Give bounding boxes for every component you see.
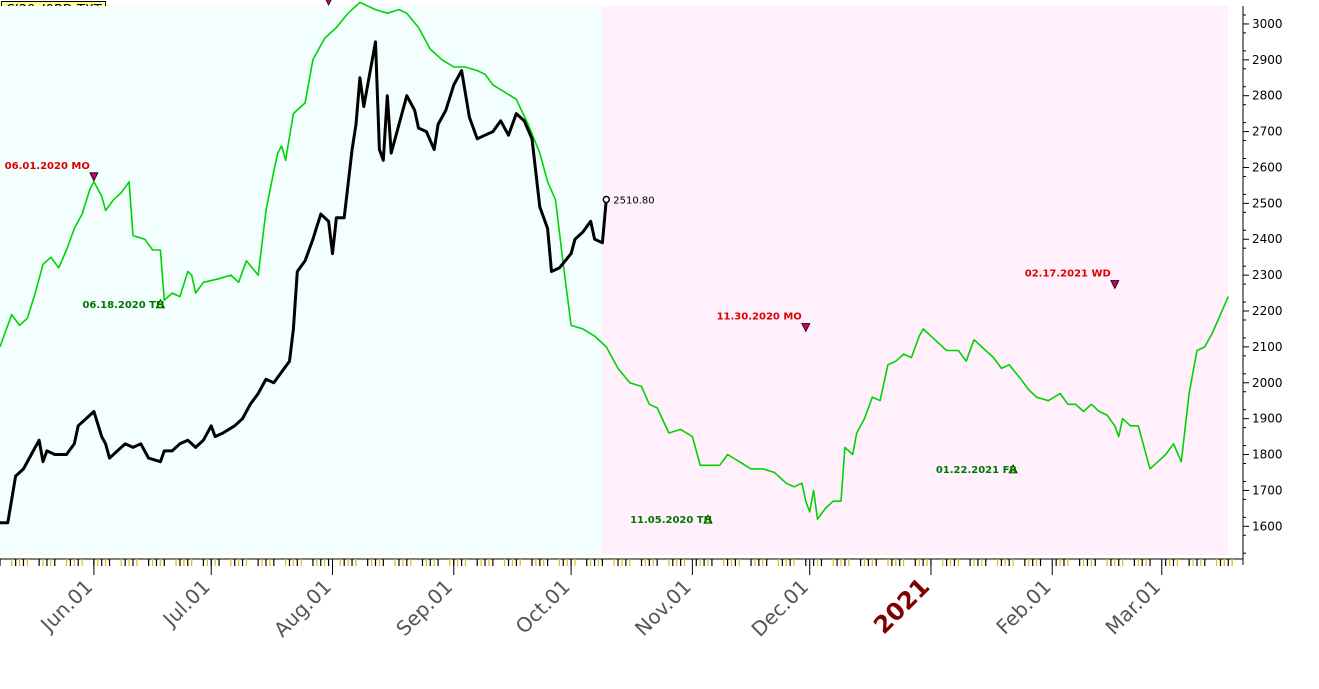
y-tick-label: 1700	[1252, 483, 1283, 497]
series-line-0	[0, 1, 1230, 520]
x-tick-label: Jul.01	[157, 575, 215, 633]
y-tick-label: 2400	[1252, 232, 1283, 246]
x-tick-label: Oct.01	[511, 575, 575, 639]
y-tick-label: 2500	[1252, 196, 1283, 210]
region-1	[602, 6, 1229, 555]
annotation-3: 11.05.2020 TH	[630, 514, 713, 526]
annotation-4: 11.30.2020 MO	[717, 312, 811, 333]
annotation-1: 06.18.2020 TH	[82, 298, 166, 311]
low-marker-icon	[1008, 463, 1018, 474]
high-marker-icon	[325, 0, 332, 6]
y-tick-label: 2600	[1252, 160, 1283, 174]
annotation-5: 01.22.2021 FR	[936, 463, 1018, 476]
series-lines: 2510.80	[0, 1, 1230, 525]
high-marker-icon	[801, 323, 811, 333]
y-tick-label: 1900	[1252, 412, 1283, 426]
y-tick-label: 2100	[1252, 340, 1283, 354]
annotation-label: 11.05.2020 TH	[630, 515, 712, 526]
low-marker-icon	[155, 298, 166, 309]
x-axis: Jun.01 Jul.01 Aug.01 Sep.01 Oct.01 Nov.01 Dec.…	[0, 558, 1243, 642]
x-tick-label: Nov.01	[630, 575, 696, 641]
y-tick-label: 3000	[1252, 17, 1283, 31]
y-tick-label: 2000	[1252, 376, 1283, 390]
annotation-0: 06.01.2020 MO	[5, 161, 99, 182]
background-regions	[0, 6, 1229, 555]
annotation-label: 06.01.2020 MO	[5, 161, 90, 172]
annotations: 06.01.2020 MO 06.18.2020 TH 07.31.2020 FR 1…	[5, 0, 1120, 526]
last-value-marker	[602, 195, 611, 204]
y-tick-label: 2800	[1252, 89, 1283, 103]
annotation-label: 02.17.2021 WD	[1025, 268, 1111, 279]
series-line-1	[0, 40, 608, 525]
x-tick-label: Aug.01	[269, 575, 336, 642]
x-tick-label: Jun.01	[34, 575, 97, 638]
high-marker-icon	[1110, 280, 1120, 290]
annotation-2: 07.31.2020 FR	[325, 0, 332, 6]
low-marker-icon	[703, 514, 713, 524]
annotation-label: 01.22.2021 FR	[936, 465, 1018, 476]
annotation-6: 02.17.2021 WD	[1025, 268, 1120, 290]
y-tick-label: 2200	[1252, 304, 1283, 318]
annotation-label: 06.18.2020 TH	[82, 300, 164, 311]
y-tick-label: 2900	[1252, 53, 1283, 67]
x-tick-label: Dec.01	[746, 575, 813, 642]
x-tick-label: 2021	[868, 572, 935, 639]
x-tick-label: Mar.01	[1100, 575, 1165, 640]
y-tick-label: 2700	[1252, 125, 1283, 139]
y-tick-label: 2300	[1252, 268, 1283, 282]
high-marker-icon	[89, 172, 99, 182]
y-tick-label: 1800	[1252, 448, 1283, 462]
annotation-label: 11.30.2020 MO	[717, 312, 802, 323]
x-tick-label: Feb.01	[991, 575, 1056, 640]
y-tick-label: 1600	[1252, 519, 1283, 533]
last-value-label: 2510.80	[613, 195, 654, 206]
region-0	[0, 6, 603, 555]
y-axis: 1600 1700 1800 1900 2000 2100 2200 2300 2400 2500…	[1242, 6, 1283, 565]
x-tick-label: Sep.01	[391, 575, 457, 641]
